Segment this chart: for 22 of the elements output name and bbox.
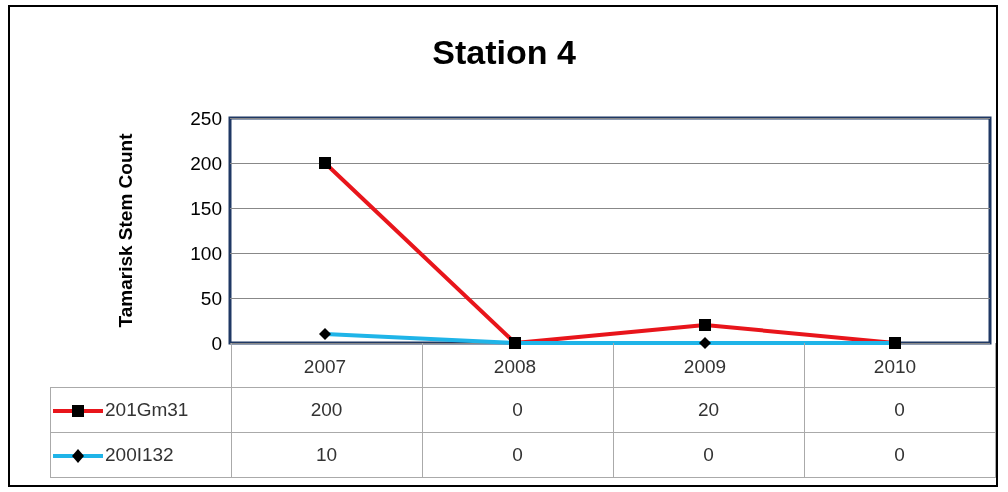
y-tick-label: 250 [190,107,222,129]
chart-title: Station 4 [432,33,576,71]
x-tick-label: 2009 [683,356,727,377]
data-label: 0 [804,387,995,433]
legend-label: 201Gm31 [105,399,189,420]
y-tick-label: 150 [190,197,222,219]
y-tick-label: 100 [190,242,222,264]
x-tick-label: 2010 [873,356,917,377]
y-axis-title: Tamarisk Stem Count [115,132,136,328]
data-label: 0 [613,432,804,478]
y-tick-label: 200 [190,152,222,174]
y-tick-label: 0 [211,332,222,354]
y-tick-label: 50 [200,287,222,309]
legend-label: 200I132 [105,444,174,465]
data-label: 0 [422,387,613,433]
data-label: 0 [804,432,995,478]
data-label: 20 [613,387,804,433]
data-label: 10 [231,432,422,478]
x-tick-label: 2008 [493,356,537,377]
data-label: 200 [231,387,422,433]
x-tick-label: 2007 [303,356,347,377]
data-label: 0 [422,432,613,478]
